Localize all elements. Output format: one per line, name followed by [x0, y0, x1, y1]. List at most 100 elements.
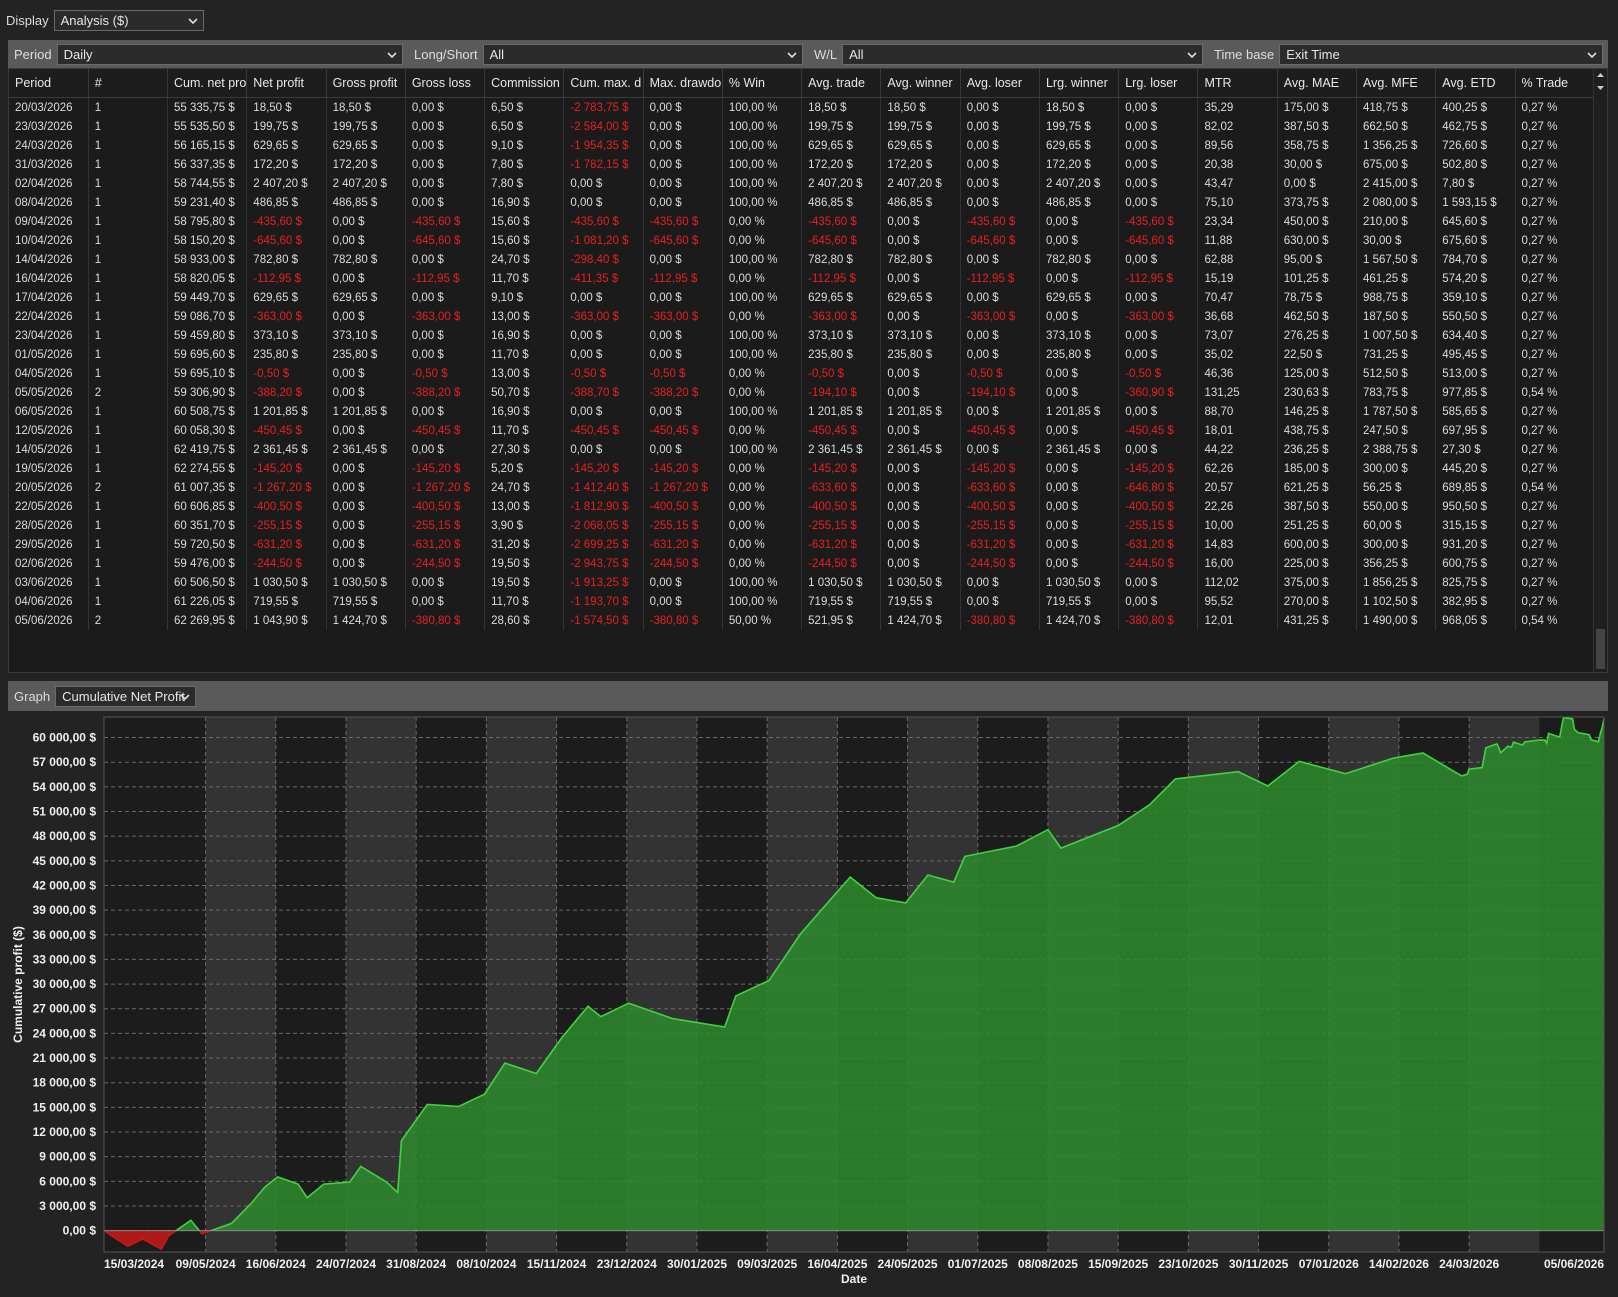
- filter-select[interactable]: All: [842, 43, 1203, 65]
- cell: 0,00 $: [1039, 554, 1120, 573]
- cell: -411,35 $: [563, 269, 644, 288]
- column-header[interactable]: Avg. MAE: [1277, 69, 1358, 98]
- cell: -363,00 $: [643, 307, 723, 326]
- cell: -388,20 $: [246, 383, 327, 402]
- filter-select[interactable]: Daily: [56, 43, 403, 65]
- column-header[interactable]: Period: [9, 69, 89, 98]
- x-tick-label: 24/03/2026: [1439, 1257, 1499, 1271]
- cell: 24,70 $: [484, 478, 565, 497]
- cell: 968,05 $: [1435, 611, 1516, 630]
- filter-group: Time base Exit Time: [1208, 43, 1608, 65]
- cell: 11,70 $: [484, 592, 565, 611]
- column-header[interactable]: MTR: [1197, 69, 1278, 98]
- cell: 0,00 $: [1039, 269, 1120, 288]
- cell: 62,26: [1197, 459, 1278, 478]
- cell: 675,00 $: [1356, 155, 1437, 174]
- cell: 0,00 $: [1118, 250, 1199, 269]
- column-header[interactable]: Avg. MFE: [1356, 69, 1437, 98]
- cell: 0,27 %: [1515, 155, 1596, 174]
- cell: 0,00 $: [326, 212, 406, 231]
- column-header[interactable]: Lrg. loser: [1118, 69, 1199, 98]
- cell: 08/04/2026: [9, 193, 89, 212]
- table-row: 22/05/2026 1 60 606,85 $ -400,50 $0,00 $ -40…: [9, 497, 1596, 516]
- cell: 1: [88, 516, 169, 535]
- cell: 2 361,45 $: [880, 440, 961, 459]
- cell: 629,65 $: [880, 136, 961, 155]
- column-header[interactable]: Cum. net pro: [167, 69, 248, 98]
- column-header[interactable]: Cum. max. d: [563, 69, 644, 98]
- y-tick-label: 33 000,00 $: [33, 952, 97, 966]
- cell: 431,25 $: [1277, 611, 1358, 630]
- cell: 22/05/2026: [9, 497, 89, 516]
- cell: 100,00 %: [722, 136, 803, 155]
- cell: 235,80 $: [801, 345, 882, 364]
- column-header[interactable]: Lrg. winner: [1039, 69, 1120, 98]
- cell: 58 820,05 $: [167, 269, 248, 288]
- cell: 59 231,40 $: [167, 193, 248, 212]
- cell: -1 267,20 $: [246, 478, 327, 497]
- column-header[interactable]: Gross profit: [326, 69, 406, 98]
- results-table: Period # Cum. net pro Net profit Gross profi…: [8, 68, 1608, 673]
- cell: 0,00 $: [1118, 326, 1199, 345]
- cell: 2 407,20 $: [801, 174, 882, 193]
- column-header[interactable]: Net profit: [246, 69, 327, 98]
- column-header[interactable]: Max. drawdo: [643, 69, 723, 98]
- graph-select[interactable]: Cumulative Net Profit: [55, 685, 197, 707]
- column-header[interactable]: % Trade: [1515, 69, 1596, 98]
- graph-value: Cumulative Net Profit: [62, 688, 185, 704]
- scrollbar[interactable]: [1593, 69, 1607, 672]
- cell: 0,00 $: [960, 174, 1040, 193]
- cell: 59 476,00 $: [167, 554, 248, 573]
- cell: -1 782,15 $: [563, 155, 644, 174]
- cell: 461,25 $: [1356, 269, 1437, 288]
- cell: 60 606,85 $: [167, 497, 248, 516]
- cell: 0,00 $: [1277, 174, 1358, 193]
- display-select[interactable]: Analysis ($): [53, 9, 204, 31]
- cell: 0,00 $: [326, 554, 406, 573]
- column-header[interactable]: Avg. ETD: [1435, 69, 1516, 98]
- filter-select[interactable]: Exit Time: [1279, 43, 1603, 65]
- cell: -450,45 $: [405, 421, 486, 440]
- cell: 60 351,70 $: [167, 516, 248, 535]
- cell: -363,00 $: [246, 307, 327, 326]
- cell: 375,00 $: [1277, 573, 1358, 592]
- x-axis-title: Date: [841, 1272, 867, 1286]
- cell: 31,20 $: [484, 535, 565, 554]
- column-header[interactable]: Gross loss: [405, 69, 486, 98]
- cell: -400,50 $: [643, 497, 723, 516]
- cell: 18,50 $: [246, 97, 327, 117]
- cell: -363,00 $: [1118, 307, 1199, 326]
- cell: 251,25 $: [1277, 516, 1358, 535]
- cell: 100,00 %: [722, 402, 803, 421]
- cell: 100,00 %: [722, 250, 803, 269]
- cell: 359,10 $: [1435, 288, 1516, 307]
- cell: 2 407,20 $: [1039, 174, 1120, 193]
- filter-select[interactable]: All: [482, 43, 803, 65]
- x-tick-label: 15/03/2024: [104, 1257, 164, 1271]
- cell: 486,85 $: [801, 193, 882, 212]
- cell: 0,00 %: [722, 307, 803, 326]
- cell: -400,50 $: [246, 497, 327, 516]
- column-header[interactable]: % Win: [722, 69, 803, 98]
- cell: 300,00 $: [1356, 535, 1437, 554]
- cell: 19,50 $: [484, 554, 565, 573]
- column-header[interactable]: Avg. loser: [960, 69, 1040, 98]
- cell: 1 424,70 $: [1039, 611, 1120, 630]
- cell: 1 424,70 $: [326, 611, 406, 630]
- cell: 0,27 %: [1515, 212, 1596, 231]
- table-row: 28/05/2026 1 60 351,70 $ -255,15 $0,00 $ -25…: [9, 516, 1596, 535]
- column-header[interactable]: Avg. trade: [801, 69, 882, 98]
- cell: 629,65 $: [326, 288, 406, 307]
- column-header[interactable]: #: [88, 69, 169, 98]
- cell: 60 506,50 $: [167, 573, 248, 592]
- table-row: 19/05/2026 1 62 274,55 $ -145,20 $0,00 $ -14…: [9, 459, 1596, 478]
- cell: 931,20 $: [1435, 535, 1516, 554]
- cell: 550,00 $: [1356, 497, 1437, 516]
- graph-bar: Graph Cumulative Net Profit: [8, 681, 1608, 711]
- graph-label: Graph: [14, 688, 51, 704]
- cell: 1 030,50 $: [801, 573, 882, 592]
- cell: 621,25 $: [1277, 478, 1358, 497]
- cell: 0,27 %: [1515, 307, 1596, 326]
- column-header[interactable]: Avg. winner: [880, 69, 961, 98]
- column-header[interactable]: Commission: [484, 69, 565, 98]
